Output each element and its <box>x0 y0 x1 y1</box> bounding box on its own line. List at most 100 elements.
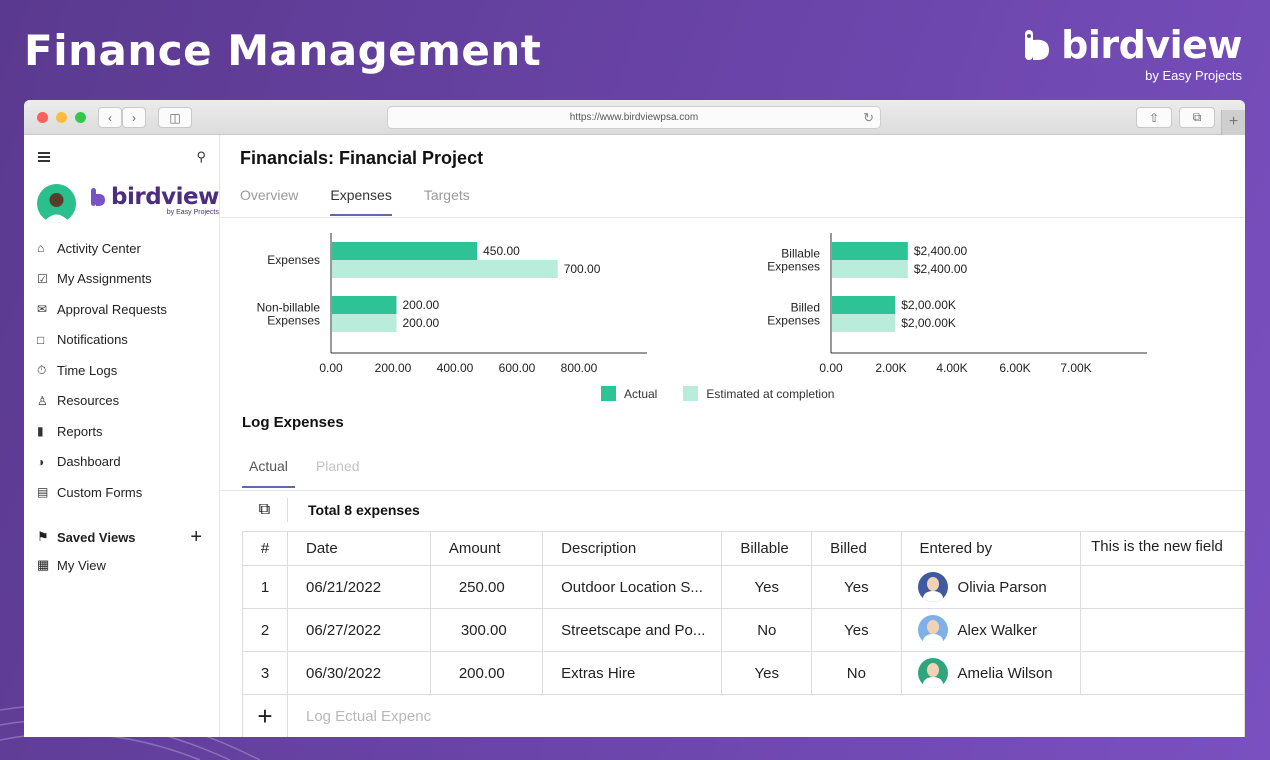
x-tick-label: 2.00K <box>875 361 906 375</box>
cell-amount[interactable]: 300.00 <box>429 608 544 652</box>
cell-date[interactable]: 06/27/2022 <box>286 608 431 652</box>
tabs-divider <box>221 217 1245 218</box>
cell-billed[interactable]: Yes <box>811 565 902 609</box>
cell-new-field[interactable] <box>1080 651 1245 695</box>
column-header-billed[interactable]: Billed <box>811 531 902 566</box>
cell-billed[interactable]: No <box>811 651 902 695</box>
cell-entered-by[interactable]: Olivia Parson <box>900 565 1082 609</box>
sidebar-item-dashboard[interactable]: ◑ Dashboard <box>37 447 212 478</box>
sidebar-item-approval-requests[interactable]: ✉ Approval Requests <box>37 294 212 325</box>
cell-billable[interactable]: Yes <box>721 565 813 609</box>
tabs-button[interactable]: ⧉ <box>1179 107 1215 128</box>
sidebar-logo-name: birdview <box>111 184 219 210</box>
birdview-logo-icon <box>1025 30 1050 60</box>
data-label: $2,00.00K <box>901 298 956 312</box>
share-button[interactable]: ⇧ <box>1136 107 1172 128</box>
forward-button[interactable]: › <box>122 107 146 128</box>
log-expense-input[interactable]: Log Ectual Expenc <box>286 694 1245 737</box>
sidebar-item-time-logs[interactable]: ⏱ Time Logs <box>37 355 212 386</box>
user-avatar[interactable] <box>37 184 76 223</box>
minimize-dot[interactable] <box>56 112 67 123</box>
sidebar-item-notifications[interactable]: □ Notifications <box>37 325 212 356</box>
sidebar-item-reports[interactable]: ▮ Reports <box>37 416 212 447</box>
chart-legend: Actual Estimated at completion <box>601 386 834 401</box>
x-tick-label: 0.00 <box>319 361 343 375</box>
cell-entered-by[interactable]: Alex Walker <box>900 608 1082 652</box>
tab-overview[interactable]: Overview <box>240 187 299 203</box>
column-header-entered-by[interactable]: Entered by <box>900 531 1082 566</box>
main-tabs: Overview Expenses Targets <box>240 187 502 216</box>
person-icon: ♙ <box>37 393 48 408</box>
data-label: 700.00 <box>564 262 601 276</box>
column-header-number[interactable]: # <box>242 531 288 566</box>
sidebar-logo: birdview by Easy Projects <box>90 184 219 216</box>
cell-description[interactable]: Streetscape and Po... <box>542 608 723 652</box>
saved-view-label: My View <box>57 557 106 573</box>
cell-billable[interactable]: Yes <box>721 651 813 695</box>
subtabs-divider <box>221 490 1245 491</box>
close-dot[interactable] <box>37 112 48 123</box>
data-label: $2,400.00 <box>914 262 968 276</box>
cell-amount[interactable]: 250.00 <box>429 565 544 609</box>
column-header-date[interactable]: Date <box>286 531 431 566</box>
table-row[interactable]: 1 06/21/2022 250.00 Outdoor Location S..… <box>242 565 1245 609</box>
column-header-description[interactable]: Description <box>542 531 723 566</box>
tab-expenses[interactable]: Expenses <box>330 187 392 216</box>
legend-actual-swatch <box>601 386 616 401</box>
x-tick-label: 4.00K <box>936 361 967 375</box>
column-header-billable[interactable]: Billable <box>721 531 813 566</box>
url-text: https://www.birdviewpsa.com <box>569 112 699 123</box>
legend-estimated-label: Estimated at completion <box>706 386 835 401</box>
cell-date[interactable]: 06/30/2022 <box>286 651 431 695</box>
data-label: 200.00 <box>402 316 439 330</box>
saved-view-my-view[interactable]: ▦ My View <box>37 556 202 574</box>
cell-description[interactable]: Extras Hire <box>542 651 723 695</box>
sidebar-item-resources[interactable]: ♙ Resources <box>37 386 212 417</box>
back-button[interactable]: ‹ <box>98 107 122 128</box>
zoom-dot[interactable] <box>75 112 86 123</box>
billing-bar-chart: $2,400.00 $2,400.00 Billable Expenses $2,00.… <box>767 233 1147 375</box>
add-expense-button[interactable]: + <box>242 694 288 737</box>
cell-new-field[interactable] <box>1080 608 1245 652</box>
select-all-icon[interactable]: ⧉ <box>242 498 288 522</box>
column-header-new-field[interactable]: This is the new field <box>1080 531 1245 566</box>
table-row[interactable]: 3 06/30/2022 200.00 Extras Hire Yes No A… <box>242 651 1245 695</box>
sidebar-item-my-assignments[interactable]: ☑ My Assignments <box>37 264 212 295</box>
sidebar-item-activity-center[interactable]: ⌂ Activity Center <box>37 233 212 264</box>
add-view-button[interactable]: + <box>190 526 202 548</box>
x-tick-label: 600.00 <box>499 361 536 375</box>
legend-actual-label: Actual <box>624 386 658 401</box>
x-tick-label: 400.00 <box>437 361 474 375</box>
cell-entered-by[interactable]: Amelia Wilson <box>900 651 1082 695</box>
log-expenses-title: Log Expenses <box>242 414 344 431</box>
cell-number: 2 <box>242 608 288 652</box>
new-tab-button[interactable]: + <box>1221 110 1245 135</box>
tab-targets[interactable]: Targets <box>423 187 470 203</box>
search-icon[interactable]: ⚲ <box>196 149 206 164</box>
sidebar-item-custom-forms[interactable]: ▤ Custom Forms <box>37 477 212 508</box>
table-row[interactable]: 2 06/27/2022 300.00 Streetscape and Po..… <box>242 608 1245 652</box>
add-expense-row: + Log Ectual Expenc <box>242 694 1245 737</box>
column-header-amount[interactable]: Amount <box>429 531 544 566</box>
sidebar-item-label: Approval Requests <box>57 301 167 317</box>
bar-estimated <box>832 260 908 278</box>
x-tick-label: 200.00 <box>375 361 412 375</box>
browser-toolbar: ‹ › ◫ https://www.birdviewpsa.com ↻ ⇧ ⧉ … <box>24 100 1245 135</box>
hamburger-menu-icon[interactable] <box>38 152 50 164</box>
sidebar-toggle-button[interactable]: ◫ <box>158 107 192 128</box>
cell-billable[interactable]: No <box>721 608 813 652</box>
brand-name: birdview <box>1061 23 1242 67</box>
bar-estimated <box>332 260 558 278</box>
url-bar[interactable]: https://www.birdviewpsa.com ↻ <box>387 106 881 129</box>
cell-amount[interactable]: 200.00 <box>429 651 544 695</box>
cell-date[interactable]: 06/21/2022 <box>286 565 431 609</box>
reload-icon[interactable]: ↻ <box>863 110 874 125</box>
table-icon: ▦ <box>37 557 50 572</box>
cell-billed[interactable]: Yes <box>811 608 902 652</box>
cell-new-field[interactable] <box>1080 565 1245 609</box>
expenses-table: # Date Amount Description Billable Bille… <box>242 531 1245 737</box>
cell-description[interactable]: Outdoor Location S... <box>542 565 723 609</box>
subtab-actual[interactable]: Actual <box>242 458 295 488</box>
hero-title: Finance Management <box>24 26 542 75</box>
subtab-planed[interactable]: Planed <box>315 458 360 474</box>
